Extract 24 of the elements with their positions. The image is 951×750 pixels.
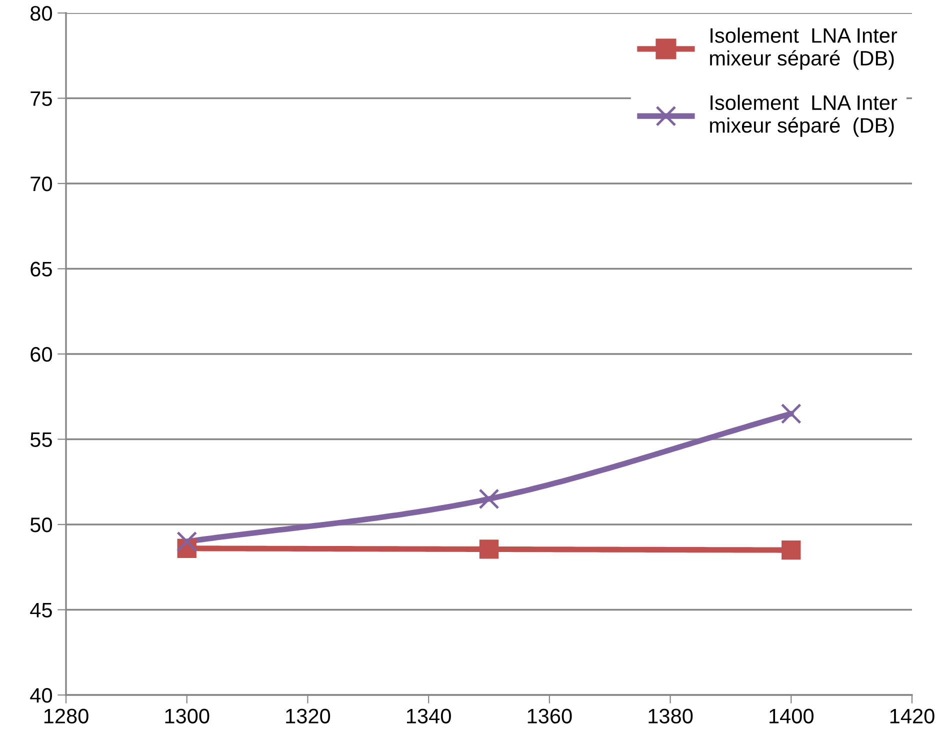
x-tick-label: 1340 <box>406 708 451 724</box>
point <box>782 540 801 560</box>
y-tick-label: 55 <box>30 432 52 448</box>
y-tick-label: 50 <box>30 518 52 532</box>
x-tick-label: 1320 <box>286 708 330 724</box>
legend-label: Isolement LNA Inter mixeur séparé (DB) <box>710 28 898 70</box>
y-tick-label: 65 <box>30 262 52 277</box>
legend-label: Isolement LNA Inter mixeur séparé (DB) <box>710 94 898 137</box>
y-tick-label: 40 <box>30 688 52 703</box>
y-tick-label: 80 <box>30 6 52 21</box>
point <box>780 403 802 424</box>
x-tick-label: 1280 <box>44 708 88 724</box>
x-tick-label: 1400 <box>770 708 814 724</box>
x-tick-label: 1420 <box>890 708 934 724</box>
y-tick-label: 60 <box>30 347 52 362</box>
point <box>478 488 500 510</box>
x-tick-label: 1360 <box>528 708 572 724</box>
y-tick-label: 75 <box>30 91 52 106</box>
point <box>479 540 499 559</box>
x-tick-label: 1300 <box>165 708 210 724</box>
x-tick-label: 1380 <box>648 708 693 724</box>
y-tick-label: 45 <box>30 602 52 618</box>
point <box>176 531 198 552</box>
y-tick-label: 70 <box>30 176 52 192</box>
